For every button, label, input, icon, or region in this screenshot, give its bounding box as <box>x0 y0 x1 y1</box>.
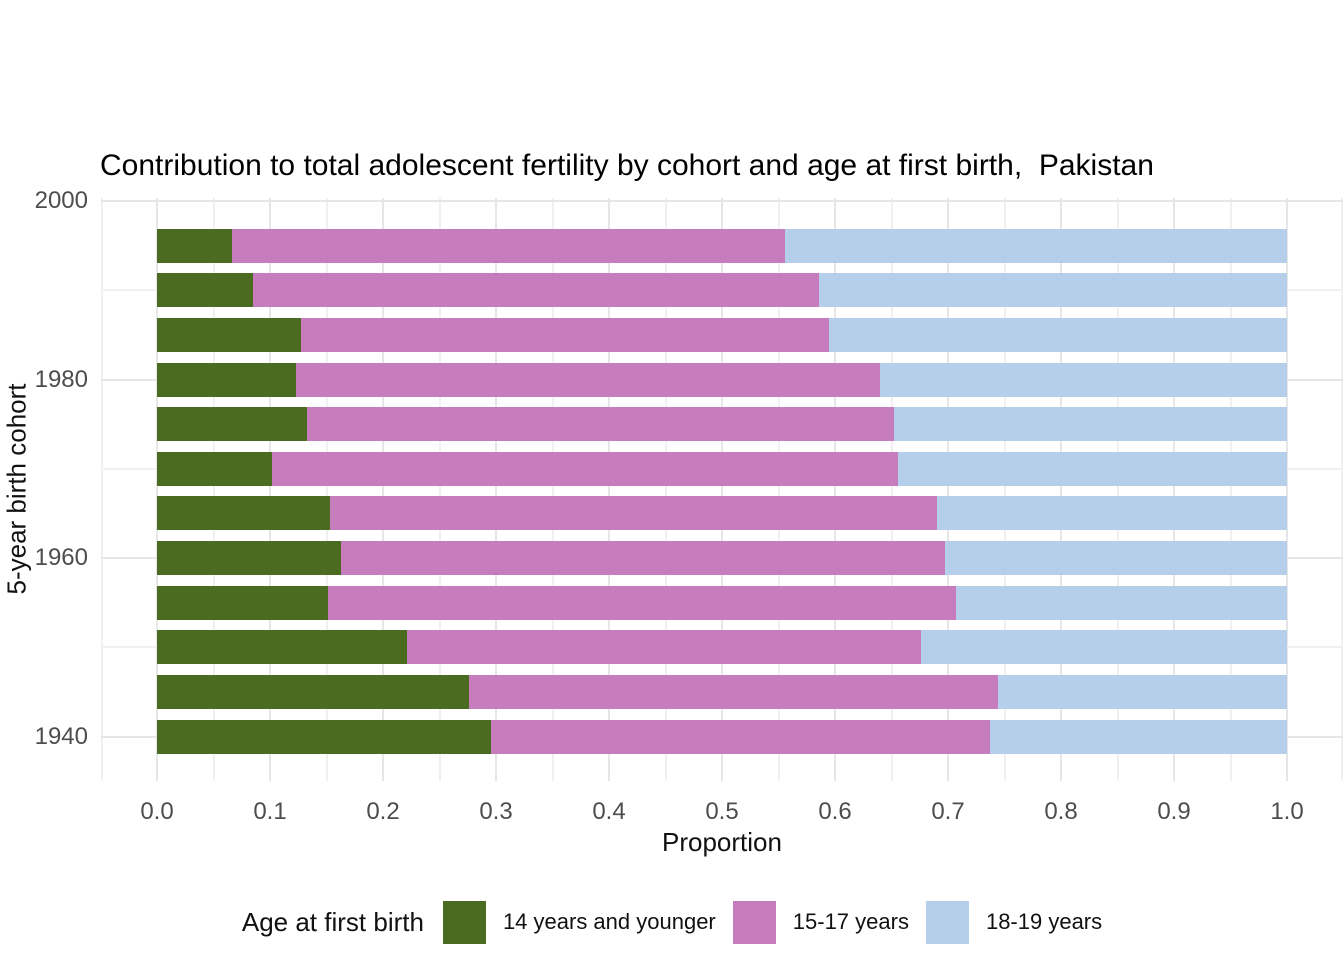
bar-segment <box>327 585 956 620</box>
x-axis-title: Proportion <box>662 827 782 857</box>
bar-segment <box>898 451 1287 486</box>
x-gridline-minor <box>551 198 554 781</box>
bar-segment <box>157 674 469 709</box>
legend-swatch <box>925 900 969 944</box>
bar-segment <box>491 719 990 754</box>
y-axis-title: 5-year birth cohort <box>1 383 32 595</box>
x-tick-label: 0.1 <box>253 798 287 825</box>
bar-segment <box>157 362 296 397</box>
bar-segment <box>231 228 786 263</box>
legend-swatch <box>732 900 776 944</box>
x-gridline-minor <box>777 198 780 781</box>
bar-segment <box>157 451 273 486</box>
x-gridline-minor <box>664 198 667 781</box>
legend: Age at first birth 14 years and younger 1… <box>0 898 1344 946</box>
bar-segment <box>157 630 407 665</box>
x-gridline-major <box>1173 198 1175 781</box>
x-tick-label: 0.2 <box>366 798 400 825</box>
chart-title: Contribution to total adolescent fertili… <box>100 149 1154 182</box>
y-gridline-major <box>101 200 1343 202</box>
x-tick-label: 0.0 <box>140 798 174 825</box>
bar-segment <box>785 228 1287 263</box>
bar-segment <box>406 630 921 665</box>
bar-segment <box>157 407 308 442</box>
bar-segment <box>880 362 1287 397</box>
bar-segment <box>300 317 830 352</box>
x-gridline-major <box>1060 198 1062 781</box>
bar-segment <box>468 674 998 709</box>
legend-label: 14 years and younger <box>502 909 716 934</box>
x-tick-label: 0.5 <box>705 798 739 825</box>
bar-segment <box>936 496 1287 531</box>
y-tick-label: 1940 <box>34 722 88 750</box>
bar-segment <box>893 407 1287 442</box>
x-tick-label: 0.7 <box>931 798 965 825</box>
legend-title: Age at first birth <box>241 906 424 937</box>
x-gridline-major <box>608 198 610 781</box>
bar-segment <box>157 273 254 308</box>
x-gridline-major <box>947 198 949 781</box>
bar-segment <box>157 719 492 754</box>
bar-segment <box>272 451 899 486</box>
bar-segment <box>253 273 820 308</box>
bar-segment <box>329 496 937 531</box>
y-tick-label: 2000 <box>34 187 88 214</box>
x-gridline-major <box>834 198 836 781</box>
legend-swatch <box>442 900 486 944</box>
legend-label: 15-17 years <box>792 909 909 934</box>
bar-segment <box>989 719 1287 754</box>
bar-segment <box>997 674 1287 709</box>
x-gridline-minor <box>1229 198 1232 781</box>
bar-segment <box>341 541 945 575</box>
x-gridline-major <box>382 198 384 781</box>
x-gridline-minor <box>1341 198 1343 781</box>
x-gridline-minor <box>1116 198 1119 781</box>
bar-segment <box>819 273 1287 308</box>
x-gridline-major <box>495 198 497 781</box>
bar-segment <box>829 317 1287 352</box>
bar-segment <box>157 585 328 620</box>
x-gridline-minor <box>101 198 103 781</box>
legend-label: 18-19 years <box>985 909 1103 934</box>
x-gridline-minor <box>438 198 441 781</box>
bar-segment <box>920 630 1287 665</box>
x-gridline-minor <box>890 198 893 781</box>
x-tick-label: 0.9 <box>1157 798 1191 825</box>
x-tick-label: 0.6 <box>818 798 852 825</box>
bar-segment <box>157 228 232 263</box>
bar-segment <box>157 541 342 575</box>
y-tick-label: 1960 <box>34 544 88 571</box>
x-gridline-major <box>156 198 158 781</box>
x-tick-label: 0.4 <box>592 798 626 825</box>
bar-segment <box>955 585 1287 620</box>
x-gridline-major <box>1286 198 1288 781</box>
x-tick-label: 0.3 <box>479 798 513 825</box>
bar-segment <box>157 317 301 352</box>
x-gridline-major <box>269 198 271 781</box>
bar-segment <box>307 407 894 442</box>
x-gridline-minor <box>212 198 215 781</box>
bar-segment <box>295 362 881 397</box>
x-gridline-minor <box>1003 198 1006 781</box>
bar-segment <box>157 496 330 531</box>
plot-panel <box>101 198 1343 781</box>
x-tick-label: 1.0 <box>1270 798 1304 825</box>
x-tick-label: 0.8 <box>1044 798 1078 825</box>
bar-segment <box>944 541 1287 575</box>
x-gridline-minor <box>325 198 328 781</box>
x-gridline-major <box>721 198 723 781</box>
y-tick-label: 1980 <box>34 365 88 393</box>
